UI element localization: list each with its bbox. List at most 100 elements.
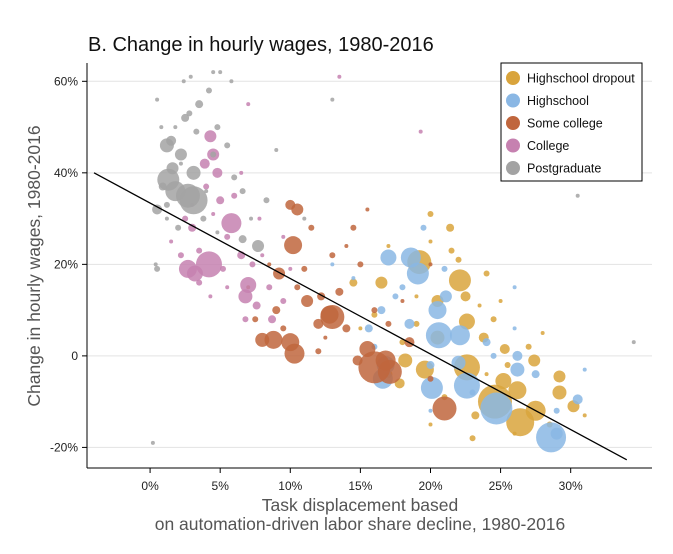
- postgraduate-point: [150, 440, 155, 445]
- college-point: [246, 102, 251, 107]
- some-college-point: [357, 261, 364, 268]
- college-point: [239, 170, 244, 175]
- college-point: [225, 285, 230, 290]
- postgraduate-point: [181, 113, 190, 122]
- axes: [82, 63, 652, 473]
- highschool-dropout-point: [371, 311, 378, 318]
- postgraduate-point: [204, 189, 209, 194]
- legend-marker-some-college: [506, 116, 520, 130]
- some-college-point: [352, 355, 363, 366]
- highschool-dropout-point: [428, 239, 433, 244]
- some-college-point: [313, 318, 324, 329]
- highschool-dropout-point: [490, 316, 497, 323]
- some-college-point: [329, 252, 336, 259]
- postgraduate-point: [158, 182, 167, 191]
- highschool-point: [490, 352, 497, 359]
- highschool-point: [406, 262, 429, 285]
- highschool-point: [420, 376, 443, 399]
- postgraduate-point: [224, 142, 231, 149]
- postgraduate-point: [575, 193, 580, 198]
- some-college-point: [315, 348, 322, 355]
- some-college-point: [350, 224, 357, 231]
- highschool-point: [420, 224, 427, 231]
- college-point: [260, 253, 265, 258]
- highschool-dropout-point: [498, 298, 503, 303]
- highschool-dropout-point: [399, 339, 406, 346]
- postgraduate-point: [186, 165, 201, 180]
- postgraduate-point: [205, 87, 212, 94]
- postgraduate-point: [153, 262, 158, 267]
- highschool-point: [425, 322, 452, 349]
- fit-line-group: [93, 172, 628, 461]
- postgraduate-point: [218, 70, 223, 75]
- college-point: [182, 215, 189, 222]
- college-point: [266, 284, 273, 291]
- highschool-dropout-point: [512, 431, 517, 436]
- x-tick-label: 20%: [418, 479, 442, 493]
- legend-marker-college: [506, 138, 520, 153]
- highschool-point: [453, 372, 480, 399]
- postgraduate-point: [263, 197, 270, 204]
- postgraduate-point: [178, 161, 183, 166]
- college-point: [238, 289, 253, 304]
- highschool-point: [441, 265, 448, 272]
- some-college-point: [273, 267, 286, 280]
- postgraduate-point: [210, 151, 217, 158]
- college-point: [196, 247, 203, 254]
- college-point: [186, 265, 203, 282]
- some-college-point: [320, 305, 339, 324]
- x-axis-title-line-1: Task displacement based: [262, 495, 459, 515]
- x-tick-label: 5%: [212, 479, 230, 493]
- postgraduate-point: [631, 340, 636, 345]
- postgraduate-point: [174, 148, 187, 161]
- college-point: [177, 252, 184, 259]
- highschool-point: [439, 290, 452, 303]
- postgraduate-point: [239, 188, 246, 195]
- some-college-point: [272, 306, 281, 315]
- highschool-dropout-point: [552, 385, 567, 400]
- some-college-point: [335, 287, 344, 296]
- highschool-dropout-point: [495, 373, 512, 390]
- postgraduate-point: [154, 265, 161, 272]
- highschool-dropout-point: [469, 435, 476, 442]
- x-tick-label: 30%: [559, 479, 583, 493]
- highschool-point: [380, 249, 397, 266]
- postgraduate-point: [193, 128, 200, 135]
- highschool-point: [531, 370, 540, 379]
- some-college-point: [267, 262, 272, 267]
- college-point: [337, 74, 342, 79]
- postgraduate-point: [188, 74, 193, 79]
- college-point: [242, 316, 249, 323]
- data-points: [150, 70, 636, 453]
- highschool-point: [550, 427, 563, 440]
- some-college-point: [285, 199, 296, 210]
- postgraduate-point: [175, 224, 182, 231]
- some-college-point: [323, 335, 328, 340]
- highschool-dropout-point: [448, 247, 455, 254]
- some-college-point: [280, 325, 287, 332]
- highschool-point: [572, 394, 583, 405]
- highschool-dropout-point: [483, 270, 490, 277]
- highschool-dropout-point: [414, 294, 419, 299]
- highschool-dropout-point: [460, 291, 471, 302]
- highschool-dropout-point: [358, 326, 363, 331]
- some-college-point: [375, 350, 396, 371]
- y-tick-label: 40%: [54, 166, 78, 180]
- postgraduate-point: [152, 204, 163, 215]
- highschool-dropout-point: [582, 413, 587, 418]
- some-college-point: [400, 298, 405, 303]
- college-point: [257, 216, 262, 221]
- highschool-point: [482, 338, 491, 347]
- some-college-point: [255, 332, 270, 347]
- highschool-dropout-point: [477, 303, 482, 308]
- some-college-point: [308, 224, 315, 231]
- y-tick-label: -20%: [50, 440, 78, 454]
- some-college-point: [281, 333, 300, 352]
- highschool-dropout-point: [413, 320, 420, 327]
- some-college-point: [294, 284, 301, 291]
- highschool-point: [512, 285, 517, 290]
- some-college-point: [284, 236, 303, 255]
- highschool-point: [480, 392, 513, 425]
- highschool-point: [451, 355, 466, 370]
- y-tick-label: 20%: [54, 257, 78, 271]
